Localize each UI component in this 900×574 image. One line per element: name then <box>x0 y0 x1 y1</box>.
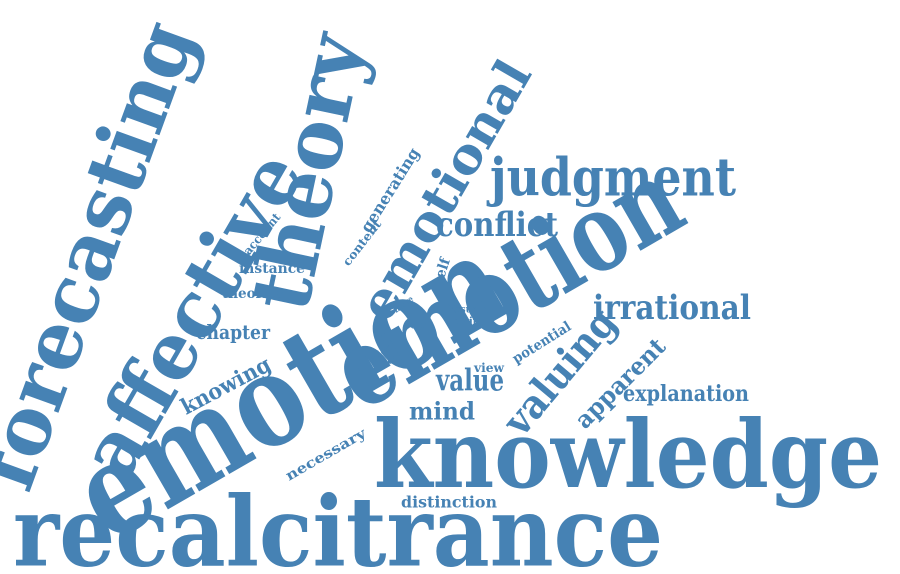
word-chapter: chapter <box>196 320 270 344</box>
word-issue: issue <box>452 305 478 316</box>
word-value: value <box>435 364 504 399</box>
word-claim: claim <box>453 317 483 328</box>
word-mind: mind <box>409 397 475 426</box>
word-explanation: explanation <box>623 381 749 407</box>
word-recalcitrance: recalcitrance <box>13 476 663 574</box>
word-distinction: distinction <box>401 493 497 512</box>
word-irrational: irrational <box>593 288 751 328</box>
word-knowledge: knowledge <box>374 400 882 510</box>
word-view: view <box>473 361 505 375</box>
word-role: role <box>405 319 427 332</box>
word-instance: instance <box>239 261 305 277</box>
word-theories: theories <box>222 286 284 302</box>
word-judgment: judgment <box>486 148 736 209</box>
word-conflict: conflict <box>436 205 558 245</box>
